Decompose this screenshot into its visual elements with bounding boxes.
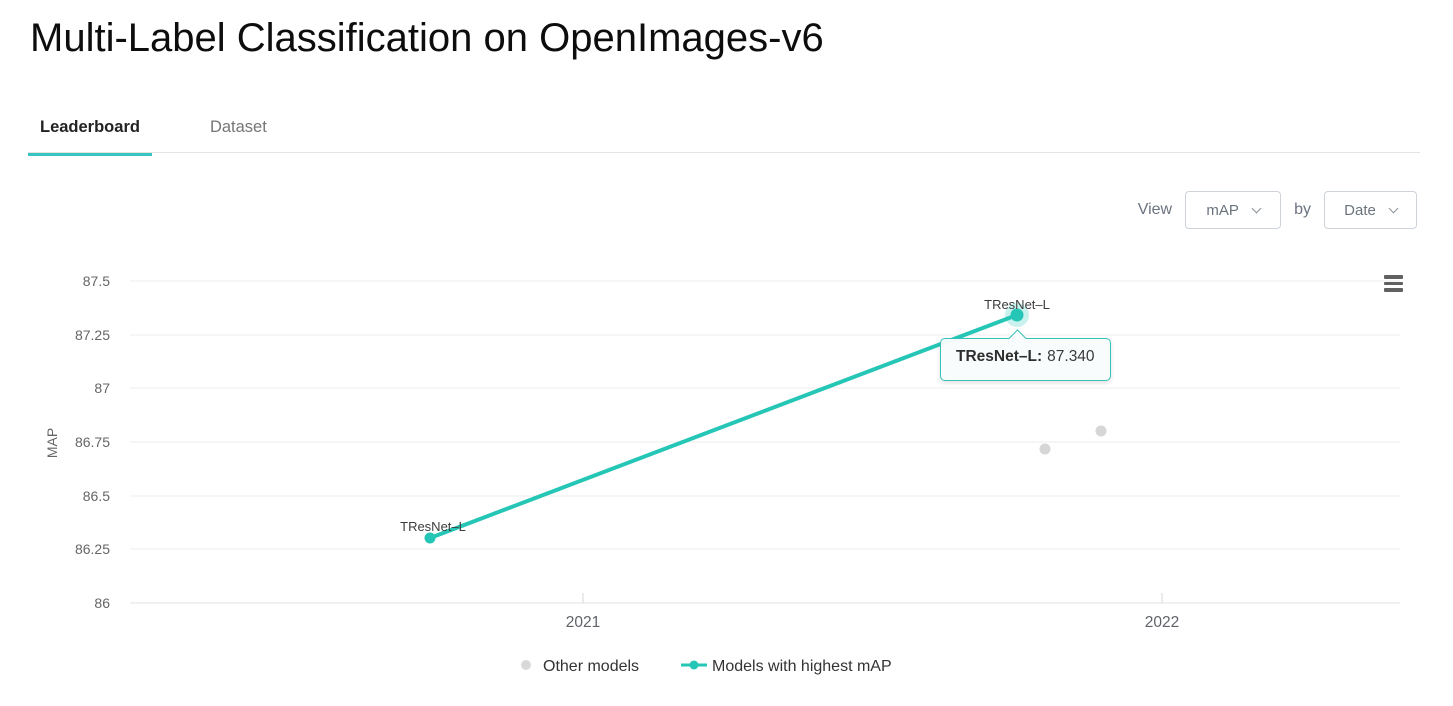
- chevron-down-icon: [1251, 203, 1262, 213]
- y-axis-labels: 87.5 87.25 87 86.75 86.5 86.25 86: [75, 273, 110, 611]
- chart-legend: Other models Models with highest mAP: [521, 658, 892, 675]
- svg-text:86.5: 86.5: [83, 488, 110, 504]
- legend-label-other-models: Other models: [543, 658, 639, 675]
- legend-marker-highest-map: [689, 660, 699, 670]
- series-highest-map: [424, 303, 1029, 544]
- grouping-select[interactable]: Date: [1324, 191, 1417, 229]
- svg-text:87: 87: [94, 380, 110, 396]
- tooltip-value: 87.340: [1047, 348, 1095, 365]
- page-title: Multi-Label Classification on OpenImages…: [30, 16, 824, 60]
- tooltip-model-name: TResNet–L:: [956, 348, 1043, 365]
- svg-text:86.25: 86.25: [75, 541, 110, 557]
- tab-leaderboard[interactable]: Leaderboard: [28, 104, 152, 153]
- view-label: View: [1137, 201, 1173, 218]
- data-point-other-2[interactable]: [1095, 425, 1107, 437]
- leaderboard-chart: 87.5 87.25 87 86.75 86.5 86.25 86 MAP 20…: [0, 241, 1453, 701]
- svg-text:2021: 2021: [566, 614, 600, 631]
- chart-view-controls: View mAP by Date: [1138, 191, 1417, 229]
- hamburger-icon: [1384, 288, 1403, 292]
- data-point-tresnet-2020[interactable]: [424, 532, 436, 544]
- hamburger-icon: [1384, 275, 1403, 279]
- legend-item-highest-map[interactable]: Models with highest mAP: [681, 658, 892, 675]
- data-point-other-1[interactable]: [1039, 443, 1051, 455]
- svg-text:86: 86: [94, 595, 110, 611]
- legend-label-highest-map: Models with highest mAP: [712, 658, 892, 675]
- x-axis-labels: 2021 2022: [566, 614, 1179, 631]
- gridlines: [130, 280, 1400, 550]
- data-point-tresnet-2021[interactable]: [1010, 308, 1024, 322]
- series-line: [428, 313, 1019, 540]
- point-label-tresnet-2021: TResNet–L: [984, 297, 1050, 312]
- tab-bar: Leaderboard Dataset: [28, 104, 1420, 153]
- metric-select[interactable]: mAP: [1185, 191, 1282, 229]
- svg-text:2022: 2022: [1145, 614, 1179, 631]
- chart-tooltip: TResNet–L: 87.340: [940, 328, 1111, 381]
- legend-item-other-models[interactable]: Other models: [521, 658, 639, 675]
- chart-context-menu-button[interactable]: [1384, 275, 1403, 295]
- svg-text:87.25: 87.25: [75, 327, 110, 343]
- y-axis-title: MAP: [44, 428, 60, 458]
- chart-svg: 87.5 87.25 87 86.75 86.5 86.25 86 MAP 20…: [44, 273, 1400, 675]
- svg-text:87.5: 87.5: [83, 273, 110, 289]
- chevron-down-icon: [1388, 203, 1399, 213]
- series-other-models: [1039, 425, 1107, 455]
- legend-marker-other-models: [521, 660, 531, 670]
- grouping-select-value: Date: [1344, 201, 1376, 219]
- by-label: by: [1294, 201, 1311, 218]
- svg-text:86.75: 86.75: [75, 434, 110, 450]
- tab-dataset[interactable]: Dataset: [209, 118, 267, 136]
- metric-select-value: mAP: [1206, 201, 1239, 219]
- hamburger-icon: [1384, 281, 1403, 285]
- point-label-tresnet-2020: TResNet–L: [400, 519, 466, 534]
